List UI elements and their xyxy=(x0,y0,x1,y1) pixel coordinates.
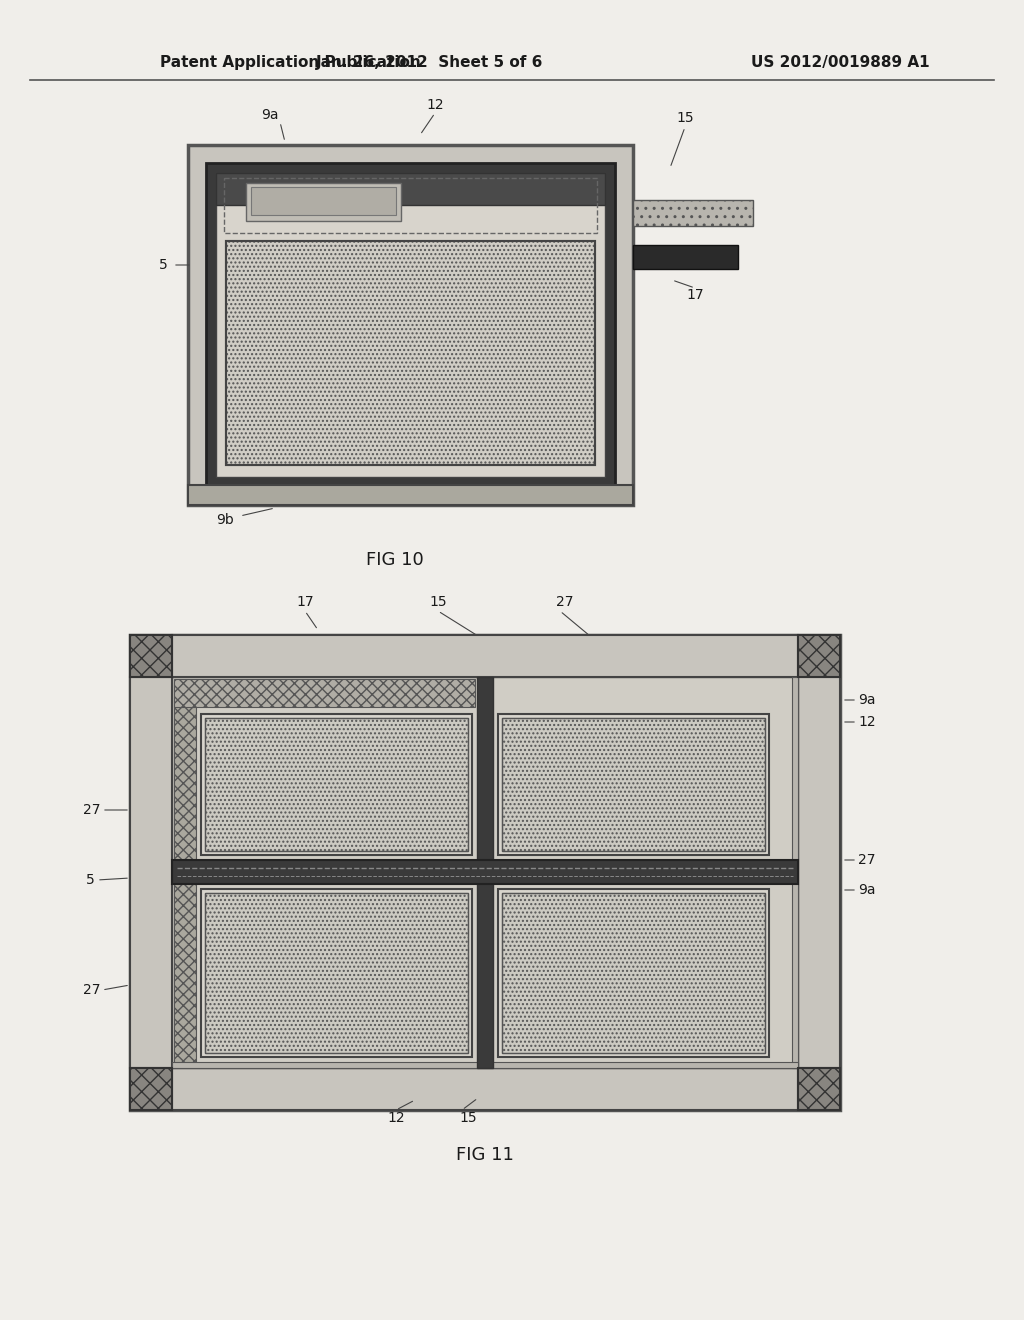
Bar xyxy=(188,145,633,506)
Bar xyxy=(498,714,769,855)
Text: E: E xyxy=(570,444,577,453)
Bar xyxy=(201,888,472,1057)
Bar xyxy=(477,677,493,1068)
Bar xyxy=(502,718,765,851)
Text: E: E xyxy=(753,1038,759,1047)
Text: 12: 12 xyxy=(858,715,876,729)
Bar xyxy=(174,682,196,1063)
Bar xyxy=(246,183,401,220)
Bar xyxy=(205,894,468,1053)
Text: D: D xyxy=(454,729,462,738)
Bar xyxy=(226,242,595,465)
Bar xyxy=(633,201,753,226)
Text: 9a: 9a xyxy=(858,883,876,898)
Text: C: C xyxy=(211,729,218,738)
Bar xyxy=(172,1068,798,1110)
Bar xyxy=(798,677,840,1068)
Bar xyxy=(792,677,798,1068)
Text: C: C xyxy=(211,903,218,913)
Text: D: D xyxy=(568,259,577,269)
Bar xyxy=(172,677,798,1068)
Bar xyxy=(798,1068,840,1110)
Bar xyxy=(216,173,605,205)
Text: 5: 5 xyxy=(86,873,95,887)
Bar xyxy=(172,861,798,884)
Bar xyxy=(502,718,765,851)
Text: F: F xyxy=(508,836,514,845)
Text: F: F xyxy=(244,444,251,453)
Text: F: F xyxy=(211,1038,217,1047)
Text: 12: 12 xyxy=(387,1111,404,1125)
Text: 15: 15 xyxy=(459,1111,477,1125)
Text: D: D xyxy=(454,903,462,913)
Bar xyxy=(130,677,172,1068)
Text: 27: 27 xyxy=(556,595,573,609)
Bar xyxy=(498,888,769,1057)
Text: F: F xyxy=(508,1038,514,1047)
Bar xyxy=(798,635,840,677)
Bar xyxy=(172,1063,798,1068)
Bar xyxy=(226,242,595,465)
Text: C: C xyxy=(508,729,515,738)
Bar xyxy=(633,246,738,269)
Bar xyxy=(205,718,468,851)
Text: F: F xyxy=(211,836,217,845)
Text: 9b: 9b xyxy=(216,513,233,527)
Text: 12: 12 xyxy=(426,98,443,112)
Text: 17: 17 xyxy=(296,595,313,609)
Bar xyxy=(216,173,605,477)
Text: 27: 27 xyxy=(83,983,100,997)
Text: FIG 10: FIG 10 xyxy=(367,550,424,569)
Text: 27: 27 xyxy=(858,853,876,867)
Text: E: E xyxy=(456,1038,462,1047)
Text: Patent Application Publication: Patent Application Publication xyxy=(160,54,421,70)
Bar xyxy=(251,187,396,215)
Bar xyxy=(130,635,840,1110)
Text: C: C xyxy=(508,903,515,913)
Text: 9a: 9a xyxy=(858,693,876,708)
Text: 9a: 9a xyxy=(261,108,279,121)
Bar xyxy=(130,1068,172,1110)
Bar xyxy=(188,484,633,506)
Text: E: E xyxy=(456,836,462,845)
Text: 15: 15 xyxy=(676,111,694,125)
Bar xyxy=(205,894,468,1053)
Text: 15: 15 xyxy=(429,595,446,609)
Text: 27: 27 xyxy=(83,803,100,817)
Text: C: C xyxy=(244,259,252,269)
Bar xyxy=(206,162,615,487)
Text: E: E xyxy=(753,836,759,845)
Text: 17: 17 xyxy=(686,288,703,302)
Bar xyxy=(174,678,475,708)
Bar xyxy=(201,714,472,855)
Text: D: D xyxy=(751,729,759,738)
Text: US 2012/0019889 A1: US 2012/0019889 A1 xyxy=(751,54,930,70)
Text: D: D xyxy=(751,903,759,913)
Bar xyxy=(130,635,172,677)
Bar xyxy=(172,635,798,677)
Bar xyxy=(205,718,468,851)
Text: FIG 11: FIG 11 xyxy=(456,1146,514,1164)
Bar xyxy=(502,894,765,1053)
Text: 5: 5 xyxy=(159,257,167,272)
Bar xyxy=(502,894,765,1053)
Text: Jan. 26, 2012  Sheet 5 of 6: Jan. 26, 2012 Sheet 5 of 6 xyxy=(316,54,544,70)
Bar xyxy=(224,178,597,234)
